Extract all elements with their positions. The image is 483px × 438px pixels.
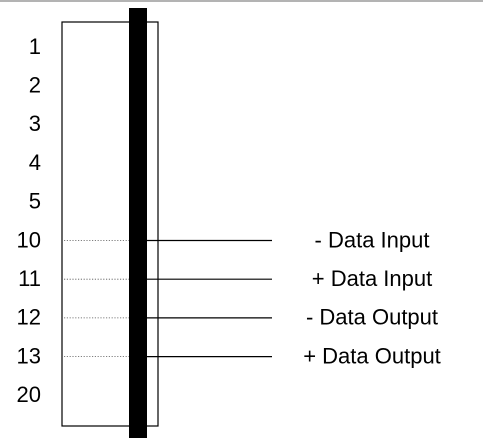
- pin-number-5: 5: [29, 189, 41, 214]
- pin-number-4: 4: [29, 150, 41, 175]
- signal-label-12: - Data Output: [306, 305, 438, 330]
- pin-number-3: 3: [29, 111, 41, 136]
- pin-number-13: 13: [17, 343, 41, 368]
- signal-label-13: + Data Output: [303, 343, 441, 368]
- pin-number-11: 11: [18, 266, 41, 291]
- pin-number-2: 2: [29, 73, 41, 98]
- pin-number-12: 12: [17, 305, 41, 330]
- pin-number-20: 20: [17, 382, 41, 407]
- connector-bar: [129, 8, 147, 438]
- pin-number-1: 1: [29, 34, 41, 59]
- signal-label-10: - Data Input: [315, 227, 430, 252]
- connector-body: [61, 21, 159, 427]
- signal-label-11: + Data Input: [312, 266, 432, 291]
- pin-number-10: 10: [17, 227, 41, 252]
